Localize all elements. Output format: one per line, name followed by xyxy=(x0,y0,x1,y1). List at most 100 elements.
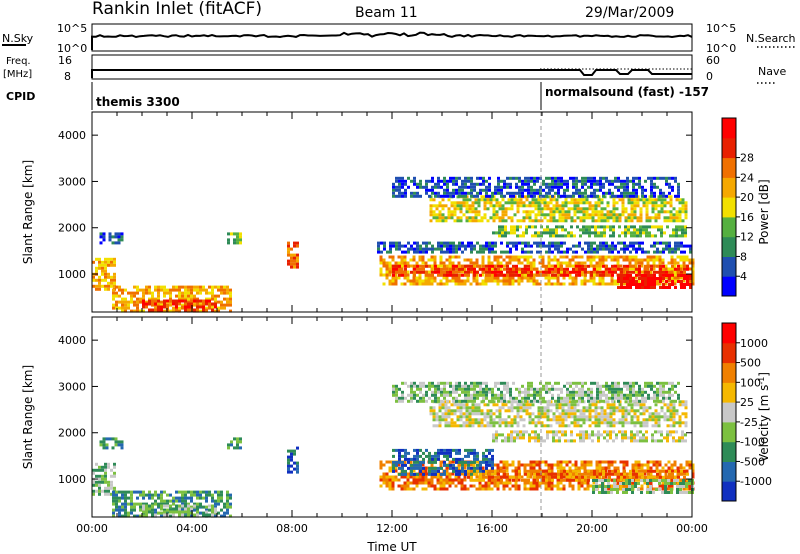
power-cell xyxy=(581,267,584,271)
power-cell xyxy=(178,297,181,301)
power-cell xyxy=(429,204,433,208)
power-cell xyxy=(665,244,668,248)
power-cell xyxy=(482,250,485,254)
power-cell xyxy=(440,179,443,183)
power-cell xyxy=(614,247,617,251)
power-cell xyxy=(517,279,521,283)
power-cell xyxy=(418,273,422,277)
power-cell xyxy=(590,244,593,248)
power-cell xyxy=(521,188,524,192)
velocity-cell xyxy=(547,484,551,488)
power-cell xyxy=(514,255,518,259)
power-cell xyxy=(187,300,190,304)
velocity-cell xyxy=(610,488,613,491)
velocity-cell xyxy=(120,440,124,444)
power-cell xyxy=(550,276,554,280)
velocity-cell xyxy=(489,412,493,416)
velocity-cell xyxy=(652,491,655,494)
velocity-cell xyxy=(104,465,107,469)
power-cell xyxy=(623,286,626,289)
power-cell xyxy=(518,194,521,198)
velocity-cell xyxy=(427,481,431,485)
velocity-cell xyxy=(474,406,478,410)
velocity-cell xyxy=(148,493,151,497)
velocity-cell xyxy=(623,478,626,482)
velocity-cell xyxy=(181,493,184,497)
power-cell xyxy=(489,216,493,220)
velocity-cell xyxy=(495,403,499,407)
velocity-cell xyxy=(551,475,554,479)
power-cell xyxy=(181,303,184,307)
power-cell xyxy=(665,176,668,180)
power-cell xyxy=(239,241,242,245)
velocity-cell xyxy=(385,478,389,482)
velocity-cell xyxy=(196,507,199,511)
power-cell xyxy=(653,270,656,274)
power-cell xyxy=(98,263,101,267)
velocity-cell xyxy=(619,484,623,488)
power-cell xyxy=(558,234,561,238)
power-cell xyxy=(688,258,692,262)
power-cell xyxy=(196,297,199,301)
power-cell xyxy=(440,194,443,198)
power-cell xyxy=(432,213,436,217)
velocity-cell xyxy=(391,478,395,482)
velocity-cell xyxy=(166,499,169,503)
power-cell xyxy=(534,204,538,208)
power-cell xyxy=(601,282,605,286)
power-cell xyxy=(465,198,469,202)
velocity-cell xyxy=(493,463,497,467)
power-cell xyxy=(166,288,169,292)
velocity-cell xyxy=(540,424,544,428)
velocity-cell xyxy=(461,460,464,464)
power-cell xyxy=(684,228,687,232)
power-cell xyxy=(629,283,632,286)
velocity-cell xyxy=(516,424,520,428)
power-cell xyxy=(537,201,541,205)
velocity-cell xyxy=(449,466,452,470)
power-cell xyxy=(606,204,610,208)
power-cell xyxy=(666,201,670,205)
velocity-cell xyxy=(519,403,523,407)
velocity-cell xyxy=(465,409,469,413)
power-cell xyxy=(527,241,530,245)
power-cell xyxy=(542,273,545,277)
power-cell xyxy=(431,188,434,192)
velocity-band xyxy=(99,437,124,450)
power-cell xyxy=(611,247,614,251)
power-cell xyxy=(533,182,536,186)
power-cell xyxy=(568,276,572,280)
power-cell xyxy=(536,188,539,192)
velocity-cell xyxy=(629,472,632,476)
velocity-cell xyxy=(516,403,520,407)
power-cell xyxy=(515,176,518,180)
power-cell xyxy=(558,210,562,214)
velocity-cell xyxy=(664,479,667,482)
velocity-cell xyxy=(397,463,401,467)
power-cell xyxy=(494,250,497,254)
power-cell xyxy=(382,273,386,277)
velocity-cell xyxy=(504,418,508,422)
velocity-cell xyxy=(610,484,614,488)
power-cell xyxy=(681,234,684,238)
velocity-cell xyxy=(480,424,484,428)
velocity-cell xyxy=(416,448,419,452)
power-cell xyxy=(596,188,599,192)
power-cell xyxy=(419,250,422,254)
velocity-cell xyxy=(613,466,617,470)
power-cell xyxy=(394,282,398,286)
velocity-cell xyxy=(193,513,196,517)
power-cell xyxy=(593,241,596,245)
power-cell xyxy=(133,291,136,295)
power-cell xyxy=(633,201,637,205)
velocity-cell xyxy=(583,487,587,491)
velocity-cell xyxy=(452,463,455,467)
velocity-cell xyxy=(445,475,449,479)
velocity-cell xyxy=(658,488,661,491)
velocity-cell xyxy=(483,418,487,422)
power-cell xyxy=(517,276,521,280)
velocity-cell xyxy=(163,502,166,506)
power-cell xyxy=(632,182,635,186)
velocity-band xyxy=(467,469,689,482)
velocity-cell xyxy=(547,463,551,467)
